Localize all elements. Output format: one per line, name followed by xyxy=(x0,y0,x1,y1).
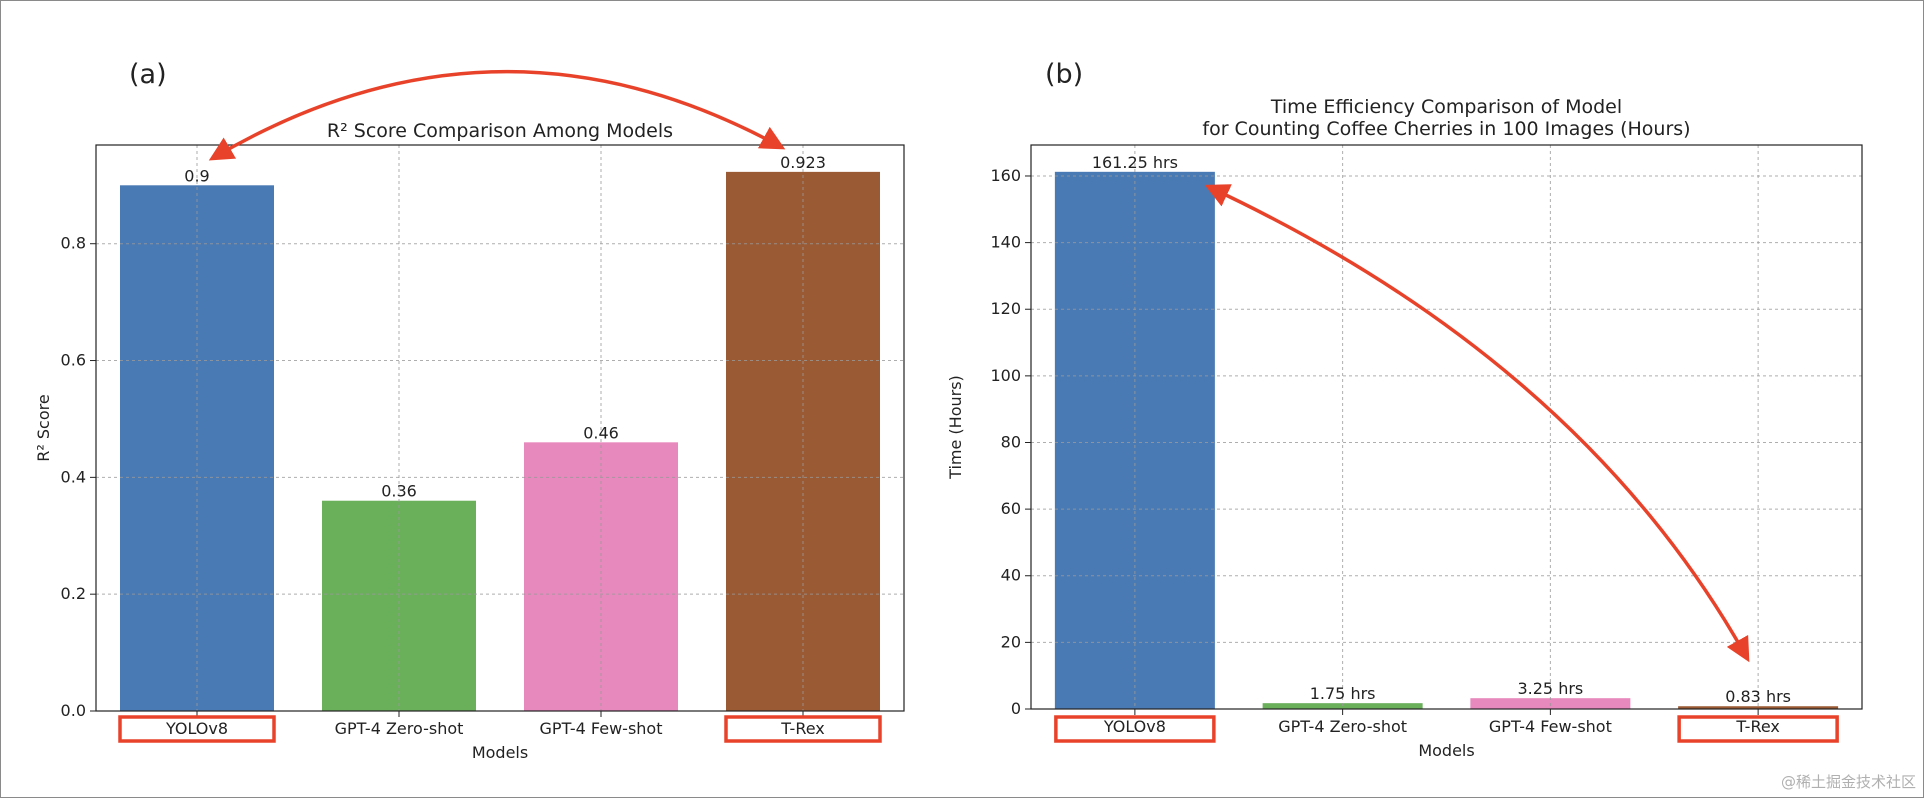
data-label: 0.9 xyxy=(184,166,209,185)
data-label: 1.75 hrs xyxy=(1310,684,1376,703)
data-label: 0.923 xyxy=(780,153,826,172)
data-label: 0.46 xyxy=(583,423,619,442)
plot-frame xyxy=(1030,144,1863,710)
x-tick-label: YOLOv8 xyxy=(1103,717,1166,736)
chart-panel-b: (b) Time Efficiency Comparison of Modelfo… xyxy=(946,59,1863,760)
x-tick-label: GPT-4 Few-shot xyxy=(540,719,663,738)
data-label: 0.83 hrs xyxy=(1725,687,1791,706)
y-tick-label: 140 xyxy=(990,233,1021,252)
y-tick-label: 40 xyxy=(1001,566,1021,585)
y-axis-label: R² Score xyxy=(34,394,53,461)
panel-label: (b) xyxy=(1045,59,1083,90)
x-tick-label: T-Rex xyxy=(1735,717,1780,736)
chart-title: R² Score Comparison Among Models xyxy=(327,120,673,142)
x-tick-label: T-Rex xyxy=(780,719,825,738)
comparison-arrow xyxy=(1204,184,1750,663)
comparison-arrow xyxy=(208,70,786,161)
x-tick-label: GPT-4 Few-shot xyxy=(1489,717,1612,736)
bar-gpt-4-zero-shot xyxy=(1262,703,1423,709)
data-label: 3.25 hrs xyxy=(1517,679,1583,698)
highlight-box xyxy=(118,715,276,743)
x-tick-label: GPT-4 Zero-shot xyxy=(1278,717,1407,736)
panel-label: (a) xyxy=(129,59,167,90)
bar-t-rex xyxy=(1678,706,1839,709)
y-tick-label: 20 xyxy=(1001,632,1021,651)
x-axis-label: Models xyxy=(472,743,528,762)
y-tick-label: 0.4 xyxy=(61,467,86,486)
y-tick-label: 120 xyxy=(990,299,1021,318)
y-tick-label: 0 xyxy=(1011,699,1021,718)
x-tick-label: GPT-4 Zero-shot xyxy=(335,719,464,738)
highlight-box xyxy=(1677,715,1839,743)
y-tick-label: 100 xyxy=(990,366,1021,385)
chart-title: for Counting Coffee Cherries in 100 Imag… xyxy=(1202,118,1690,140)
chart-panel-a: (a) R² Score Comparison Among Models 0.0 0.… xyxy=(34,59,905,762)
x-axis-label: Models xyxy=(1418,741,1474,760)
chart-title: Time Efficiency Comparison of Model xyxy=(1270,96,1622,118)
data-label: 0.36 xyxy=(381,482,417,501)
y-axis-label: Time (Hours) xyxy=(946,375,965,480)
data-label: 161.25 hrs xyxy=(1092,153,1178,172)
y-tick-label: 80 xyxy=(1001,432,1021,451)
y-tick-label: 0.2 xyxy=(61,584,86,603)
y-tick-label: 60 xyxy=(1001,499,1021,518)
highlight-box xyxy=(1054,715,1216,743)
y-tick-label: 0.6 xyxy=(61,351,86,370)
highlight-box xyxy=(724,715,882,743)
x-tick-label: YOLOv8 xyxy=(165,719,228,738)
watermark-text: @稀土掘金技术社区 xyxy=(1781,773,1916,791)
y-tick-label: 0.8 xyxy=(61,234,86,253)
y-tick-label: 160 xyxy=(990,166,1021,185)
y-tick-label: 0.0 xyxy=(61,701,86,720)
